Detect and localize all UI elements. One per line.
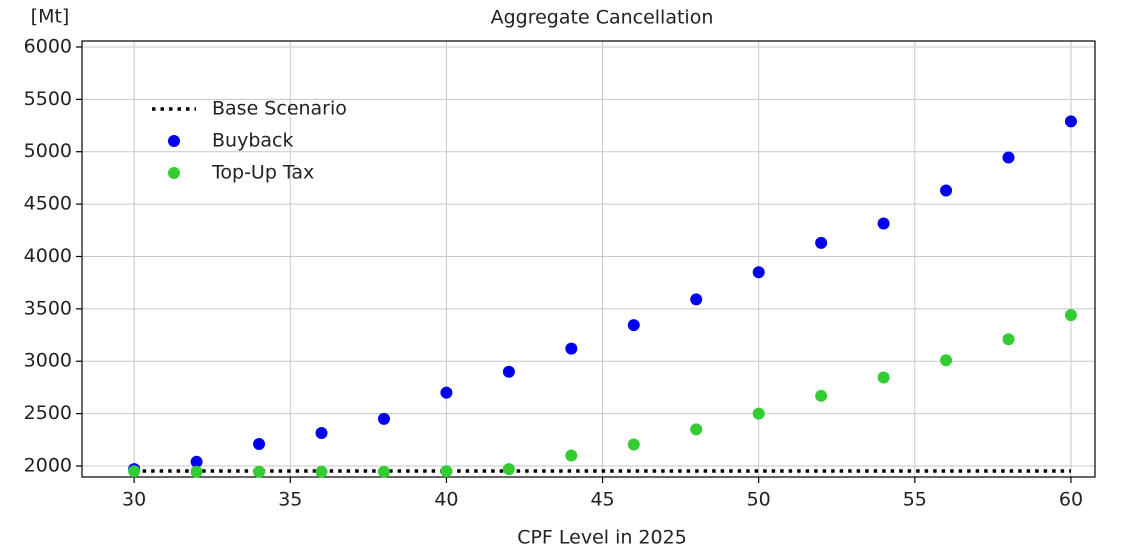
x-axis-label: CPF Level in 2025 bbox=[517, 527, 687, 549]
y-tick-label: 2500 bbox=[24, 402, 72, 424]
x-tick-label: 50 bbox=[747, 489, 771, 511]
x-tick-label: 60 bbox=[1059, 489, 1083, 511]
point bbox=[315, 427, 328, 440]
y-tick-label: 2000 bbox=[24, 455, 72, 477]
point bbox=[940, 354, 953, 367]
point bbox=[690, 423, 703, 436]
y-tick-label: 3500 bbox=[24, 297, 72, 319]
x-tick-label: 30 bbox=[122, 489, 146, 511]
point bbox=[440, 465, 453, 478]
point bbox=[440, 386, 453, 399]
point bbox=[877, 371, 890, 384]
y-tick-label: 5500 bbox=[24, 88, 72, 110]
point bbox=[565, 342, 578, 355]
point bbox=[502, 463, 515, 476]
y-tick-label: 3000 bbox=[24, 350, 72, 372]
y-unit: [Mt] bbox=[31, 6, 70, 28]
point bbox=[1002, 333, 1015, 346]
point bbox=[190, 455, 203, 468]
point bbox=[690, 293, 703, 306]
x-tick-label: 35 bbox=[278, 489, 302, 511]
y-tick-label: 5000 bbox=[24, 140, 72, 162]
point bbox=[253, 438, 266, 451]
y-tick-label: 4500 bbox=[24, 193, 72, 215]
point bbox=[502, 365, 515, 378]
point bbox=[627, 438, 640, 451]
point bbox=[752, 266, 765, 279]
point bbox=[815, 236, 828, 249]
point bbox=[377, 412, 390, 425]
point bbox=[1002, 151, 1015, 164]
x-tick-label: 55 bbox=[903, 489, 927, 511]
point bbox=[815, 389, 828, 402]
legend-label: Top-Up Tax bbox=[211, 162, 314, 184]
point bbox=[190, 465, 203, 478]
legend-label: Base Scenario bbox=[212, 98, 347, 120]
legend-label: Buyback bbox=[212, 130, 293, 152]
point bbox=[940, 184, 953, 197]
legend-marker bbox=[168, 135, 180, 147]
point bbox=[128, 465, 141, 478]
point bbox=[1064, 309, 1077, 322]
point bbox=[253, 465, 266, 478]
point bbox=[377, 465, 390, 478]
y-tick-label: 6000 bbox=[24, 35, 72, 57]
x-tick-label: 40 bbox=[434, 489, 458, 511]
point bbox=[877, 217, 890, 230]
y-tick-label: 4000 bbox=[24, 245, 72, 267]
x-tick-label: 45 bbox=[590, 489, 614, 511]
point bbox=[627, 319, 640, 332]
legend-marker bbox=[168, 167, 180, 179]
point bbox=[752, 407, 765, 420]
point bbox=[1064, 115, 1077, 128]
chart-title: Aggregate Cancellation bbox=[491, 7, 714, 29]
point bbox=[315, 465, 328, 478]
point bbox=[565, 449, 578, 462]
plot-frame bbox=[81, 40, 1096, 478]
